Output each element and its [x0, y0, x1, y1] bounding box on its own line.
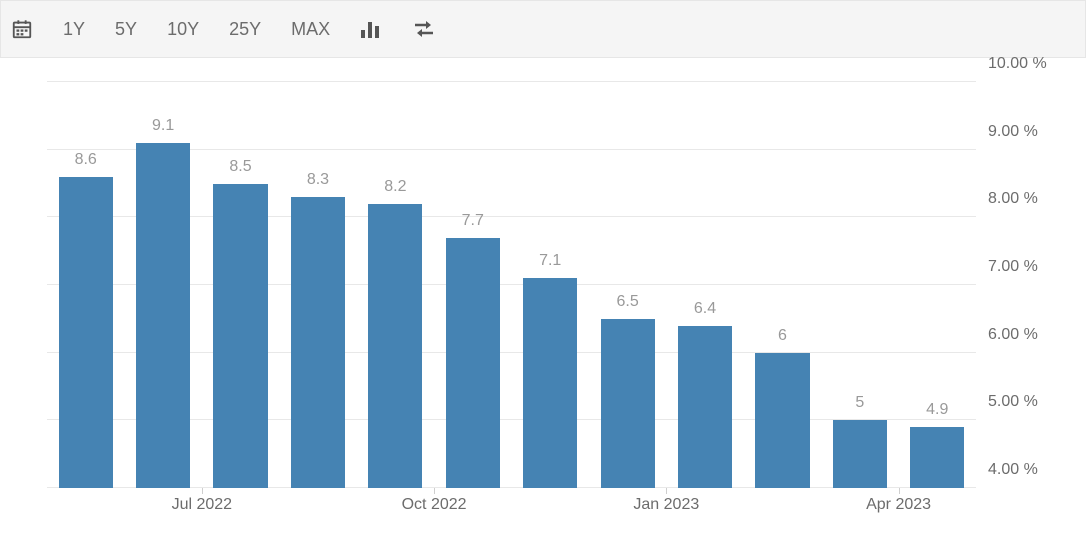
- bar-value-label: 6.4: [694, 300, 716, 326]
- bar-value-label: 8.5: [229, 158, 251, 184]
- y-axis-label: 8.00 %: [976, 190, 1038, 208]
- bar-value-label: 6: [778, 327, 787, 353]
- y-axis-label: 10.00 %: [976, 55, 1047, 73]
- x-axis-label: Jul 2022: [172, 488, 233, 514]
- bar[interactable]: 8.5: [213, 184, 267, 489]
- chart-type-icon[interactable]: [360, 19, 382, 39]
- chart-area: 4.00 % 5.00 % 6.00 % 7.00 % 8.00 % 9.00 % 10.0…: [0, 57, 1086, 533]
- bar[interactable]: 7.7: [446, 238, 500, 488]
- bar[interactable]: 8.6: [59, 177, 113, 488]
- y-axis-label: 5.00 %: [976, 393, 1038, 411]
- range-option-25y[interactable]: 25Y: [229, 19, 261, 40]
- y-axis-label: 9.00 %: [976, 123, 1038, 141]
- bar-value-label: 8.6: [75, 151, 97, 177]
- bar[interactable]: 8.2: [368, 204, 422, 488]
- bar[interactable]: 6: [755, 353, 809, 488]
- bar-value-label: 7.1: [539, 252, 561, 278]
- x-axis-label: Oct 2022: [402, 488, 467, 514]
- bar-value-label: 8.3: [307, 171, 329, 197]
- bar-value-label: 9.1: [152, 117, 174, 143]
- y-axis-label: 4.00 %: [976, 461, 1038, 479]
- y-axis-label: 6.00 %: [976, 326, 1038, 344]
- bar-value-label: 6.5: [616, 293, 638, 319]
- y-axis-label: 7.00 %: [976, 258, 1038, 276]
- bar[interactable]: 6.4: [678, 326, 732, 488]
- bar-value-label: 4.9: [926, 401, 948, 427]
- chart-toolbar: 1Y 5Y 10Y 25Y MAX: [0, 0, 1086, 58]
- range-option-1y[interactable]: 1Y: [63, 19, 85, 40]
- gridline: [47, 81, 976, 82]
- x-axis-label: Jan 2023: [633, 488, 699, 514]
- x-axis-label: Apr 2023: [866, 488, 931, 514]
- bar[interactable]: 5: [833, 420, 887, 488]
- bar-value-label: 7.7: [462, 212, 484, 238]
- range-option-5y[interactable]: 5Y: [115, 19, 137, 40]
- range-option-10y[interactable]: 10Y: [167, 19, 199, 40]
- root: 1Y 5Y 10Y 25Y MAX 4.00 % 5.00 % 6.00 % 7.00…: [0, 0, 1086, 533]
- bar[interactable]: 6.5: [601, 319, 655, 488]
- bar-value-label: 5: [855, 394, 864, 420]
- bar[interactable]: 7.1: [523, 278, 577, 488]
- compare-icon[interactable]: [412, 19, 436, 39]
- bar-value-label: 8.2: [384, 178, 406, 204]
- chart-plot: 4.00 %5.00 %6.00 %7.00 %8.00 %9.00 %10.0…: [47, 82, 976, 488]
- bar[interactable]: 9.1: [136, 143, 190, 488]
- calendar-icon[interactable]: [11, 18, 33, 40]
- bar[interactable]: 4.9: [910, 427, 964, 488]
- range-option-max[interactable]: MAX: [291, 19, 330, 40]
- bar[interactable]: 8.3: [291, 197, 345, 488]
